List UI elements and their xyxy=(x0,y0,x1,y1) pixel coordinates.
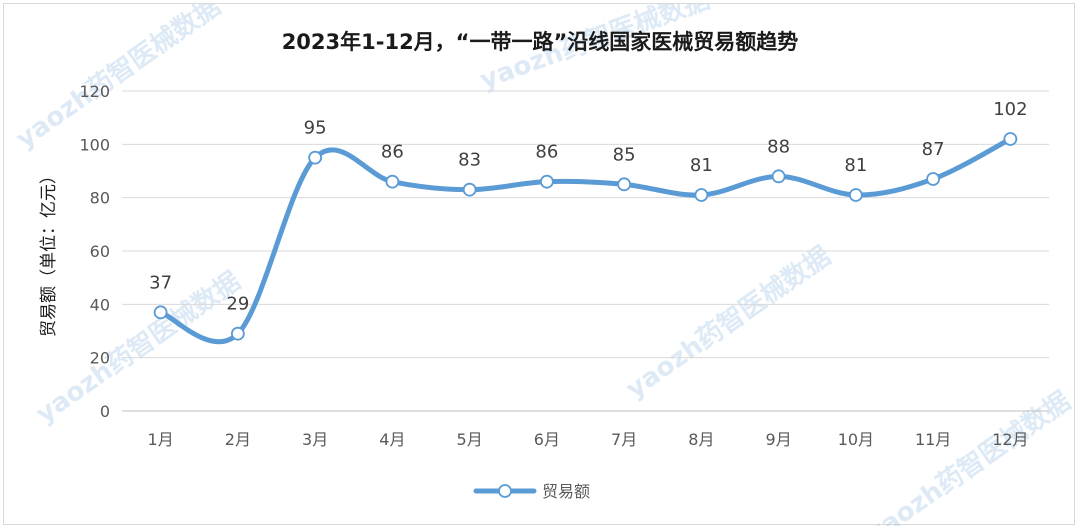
data-label: 85 xyxy=(613,144,636,165)
x-axis-ticks: 1月 2月 3月 4月 5月 6月 7月 8月 9月 10月 11月 12月 xyxy=(148,430,1029,449)
y-tick-label: 40 xyxy=(90,295,110,314)
data-point[interactable] xyxy=(385,174,400,189)
data-point[interactable] xyxy=(848,188,863,202)
x-tick-label: 5月 xyxy=(457,430,483,449)
watermark-2: yaozh药智医械数据 xyxy=(31,266,246,429)
y-tick-label: 80 xyxy=(90,189,110,208)
data-label: 37 xyxy=(149,272,172,293)
y-tick-label: 0 xyxy=(100,402,110,421)
y-axis-ticks: 0 20 40 60 80 100 120 xyxy=(79,82,110,421)
data-point[interactable] xyxy=(153,305,168,320)
data-point[interactable] xyxy=(308,150,323,165)
watermark-1: yaozh药智医械数据 xyxy=(11,4,226,155)
data-point[interactable] xyxy=(617,177,632,192)
legend-marker xyxy=(498,484,512,498)
x-tick-label: 8月 xyxy=(688,430,714,449)
data-point[interactable] xyxy=(926,172,941,186)
legend-label: 贸易额 xyxy=(542,482,590,501)
watermark-3: yaozh药智医械数据 xyxy=(621,241,836,404)
data-label: 86 xyxy=(381,142,404,163)
legend[interactable]: 贸易额 xyxy=(473,482,590,501)
chart-frame: yaozh药智医械数据 yaozh药智医械数据 yaozh药智医械数据 yaoz… xyxy=(3,0,1076,530)
data-label: 102 xyxy=(993,99,1027,120)
data-point[interactable] xyxy=(694,188,709,202)
data-point[interactable] xyxy=(462,182,477,197)
data-label: 88 xyxy=(767,136,790,157)
data-label: 81 xyxy=(844,155,867,176)
line-chart: yaozh药智医械数据 yaozh药智医械数据 yaozh药智医械数据 yaoz… xyxy=(11,0,1076,530)
data-label: 29 xyxy=(226,294,249,315)
y-tick-label: 120 xyxy=(79,82,110,101)
x-tick-label: 1月 xyxy=(148,430,174,449)
watermark-5: yaozh药智医械数据 xyxy=(861,386,1076,526)
data-point[interactable] xyxy=(539,174,554,189)
x-tick-label: 9月 xyxy=(766,430,792,449)
y-axis-label: 贸易额（单位：亿元） xyxy=(39,167,59,337)
data-point[interactable] xyxy=(771,169,786,184)
data-label: 86 xyxy=(535,142,558,163)
data-point[interactable] xyxy=(1003,132,1018,146)
x-tick-label: 4月 xyxy=(379,430,405,449)
series-layer xyxy=(153,132,1018,345)
x-tick-label: 2月 xyxy=(225,430,251,449)
y-tick-label: 60 xyxy=(90,242,110,261)
data-labels: 37 29 95 86 83 86 85 81 88 81 87 102 xyxy=(149,99,1027,315)
x-tick-label: 3月 xyxy=(302,430,328,449)
x-tick-label: 7月 xyxy=(611,430,637,449)
gridlines xyxy=(122,90,1049,412)
chart-title: 2023年1-12月，“一带一路”沿线国家医械贸易额趋势 xyxy=(282,30,799,54)
data-label: 87 xyxy=(922,139,945,160)
data-label: 83 xyxy=(458,150,481,171)
data-label: 95 xyxy=(304,118,327,139)
x-tick-label: 11月 xyxy=(915,430,951,449)
x-tick-label: 6月 xyxy=(534,430,560,449)
y-tick-label: 100 xyxy=(79,135,110,154)
data-point[interactable] xyxy=(230,326,245,341)
x-tick-label: 10月 xyxy=(838,430,874,449)
x-tick-label: 12月 xyxy=(992,430,1028,449)
data-label: 81 xyxy=(690,155,713,176)
series-line xyxy=(158,136,1013,345)
y-tick-label: 20 xyxy=(90,349,110,368)
